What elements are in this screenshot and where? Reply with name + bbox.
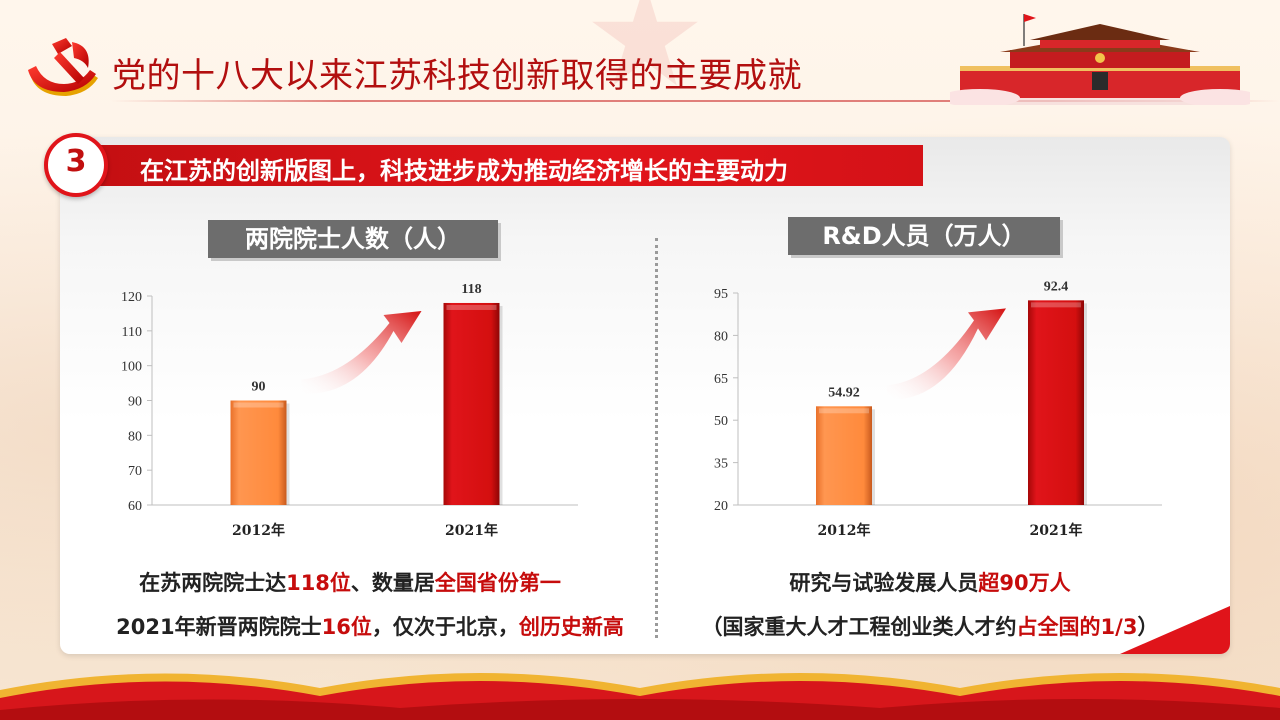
right-chart-y-tick-label: 50 bbox=[714, 414, 728, 429]
left-chart-title: 两院院士人数（人） bbox=[208, 220, 498, 258]
party-emblem-icon bbox=[28, 38, 98, 96]
tiananmen-illustration bbox=[950, 14, 1250, 105]
footer-wave-decoration bbox=[0, 673, 1280, 720]
title-underline bbox=[110, 100, 1280, 102]
panel-corner-accent bbox=[1120, 606, 1230, 654]
right-chart-bar-highlight bbox=[1031, 302, 1081, 308]
right-chart-title: R&D人员（万人） bbox=[788, 217, 1060, 255]
left-caption-1-run-3: 全国省份第一 bbox=[434, 571, 561, 595]
left-caption-1-run-2: 、数量居 bbox=[350, 571, 435, 595]
left-chart-y-tick-label: 110 bbox=[122, 325, 142, 340]
right-caption-1-run-0: 研究与试验发展人员 bbox=[789, 571, 979, 595]
section-banner-text: 在江苏的创新版图上，科技进步成为推动经济增长的主要动力 bbox=[140, 157, 788, 185]
section-number: 3 bbox=[65, 144, 87, 179]
right-chart-data-label: 92.4 bbox=[1044, 279, 1069, 294]
right-caption-line-1: 研究与试验发展人员超90万人 bbox=[680, 567, 1180, 597]
right-caption-2-run-0: （国家重大人才工程创业类人才约 bbox=[701, 615, 1017, 639]
left-chart-bar-2021年 bbox=[443, 302, 500, 505]
left-chart-y-tick-label: 60 bbox=[128, 499, 142, 514]
left-caption-1-run-1: 118位 bbox=[286, 571, 351, 595]
page-title: 党的十八大以来江苏科技创新取得的主要成就 bbox=[112, 56, 802, 96]
left-caption-2-run-3: 创历史新高 bbox=[518, 615, 624, 639]
left-chart-data-label: 90 bbox=[252, 380, 266, 395]
section-number-badge bbox=[44, 133, 108, 197]
left-chart-y-tick-label: 120 bbox=[121, 290, 142, 305]
right-chart-y-tick-label: 95 bbox=[714, 287, 728, 302]
left-chart-rising-arrow bbox=[301, 310, 422, 394]
left-caption-2-run-0: 2021年新晋两院院士 bbox=[116, 615, 322, 639]
right-caption-2-run-2: ） bbox=[1137, 615, 1159, 639]
right-chart-bar-2021年 bbox=[1028, 300, 1084, 505]
left-chart-bar-highlight bbox=[446, 304, 497, 310]
right-chart-data-label: 54.92 bbox=[828, 385, 860, 400]
right-chart-x-tick-label: 2012年 bbox=[818, 522, 871, 539]
left-bar-chart: 60 70 80 90 100 110 120 90 2012年 118 2021年 bbox=[121, 282, 578, 539]
right-caption-1-run-1: 超90万人 bbox=[978, 571, 1071, 595]
left-chart-y-tick-label: 70 bbox=[128, 464, 142, 479]
left-caption-2-run-2: ，仅次于北京， bbox=[371, 615, 519, 639]
left-chart-bar-2012年 bbox=[230, 400, 287, 505]
left-chart-y-tick-label: 80 bbox=[128, 429, 142, 444]
right-chart-y-tick-label: 35 bbox=[714, 457, 728, 472]
left-chart-data-label: 118 bbox=[461, 282, 481, 297]
right-bar-chart: 20 35 50 65 80 95 54.92 2012年 92.4 2021年 bbox=[714, 279, 1162, 539]
left-caption-1-run-0: 在苏两院院士达 bbox=[139, 571, 287, 595]
left-chart-y-tick-label: 90 bbox=[128, 395, 142, 410]
header: 党的十八大以来江苏科技创新取得的主要成就 bbox=[0, 0, 1280, 110]
left-chart-bar-highlight bbox=[233, 402, 284, 408]
left-chart-x-tick-label: 2012年 bbox=[232, 522, 285, 539]
right-chart-rising-arrow bbox=[887, 308, 1006, 400]
faint-star-decoration bbox=[592, 0, 698, 86]
right-chart-y-tick-label: 20 bbox=[714, 499, 728, 514]
right-chart-bar-2012年 bbox=[816, 406, 872, 505]
left-chart-x-tick-label: 2021年 bbox=[445, 522, 498, 539]
right-chart-y-tick-label: 65 bbox=[714, 372, 728, 387]
dotted-divider bbox=[655, 238, 658, 638]
right-caption-2-run-1: 占全国的1/3 bbox=[1016, 615, 1138, 639]
left-caption-line-1: 在苏两院院士达118位、数量居全国省份第一 bbox=[80, 567, 620, 597]
right-chart-x-tick-label: 2021年 bbox=[1030, 522, 1083, 539]
left-caption-2-run-1: 16位 bbox=[321, 615, 372, 639]
section-banner bbox=[95, 145, 923, 186]
right-caption-line-2: （国家重大人才工程创业类人才约占全国的1/3） bbox=[660, 611, 1200, 641]
right-chart-bar-highlight bbox=[819, 408, 869, 414]
left-caption-line-2: 2021年新晋两院院士16位，仅次于北京，创历史新高 bbox=[80, 611, 660, 641]
left-chart-y-tick-label: 100 bbox=[121, 360, 142, 375]
right-chart-y-tick-label: 80 bbox=[714, 329, 728, 344]
